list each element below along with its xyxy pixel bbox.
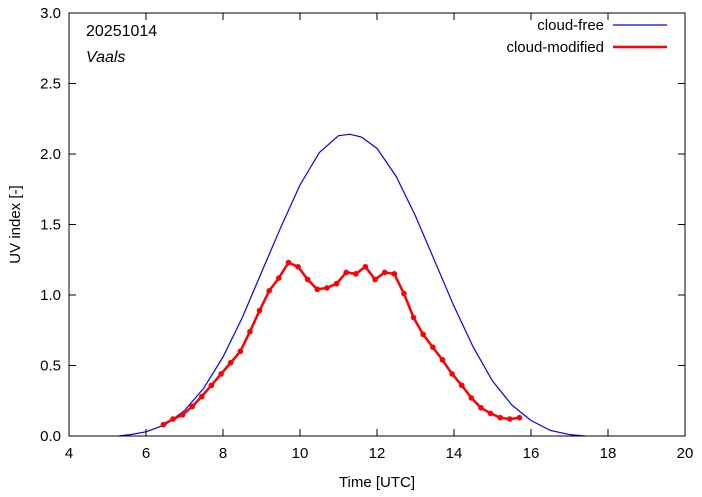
data-point-cloud-modified xyxy=(208,382,215,389)
data-point-cloud-modified xyxy=(439,357,446,363)
y-tick-label: 1.0 xyxy=(40,287,61,304)
x-tick-label: 12 xyxy=(369,445,386,462)
data-point-cloud-modified xyxy=(468,395,475,401)
data-point-cloud-modified xyxy=(295,264,301,270)
x-tick-label: 4 xyxy=(65,445,73,462)
y-tick-label: 0.5 xyxy=(40,358,61,375)
legend: cloud-free cloud-modified xyxy=(506,17,667,56)
data-point-cloud-modified xyxy=(179,412,186,418)
data-point-cloud-modified xyxy=(507,416,513,422)
data-point-cloud-modified xyxy=(497,414,504,421)
data-point-cloud-modified xyxy=(304,276,311,283)
data-point-cloud-modified xyxy=(160,421,167,428)
data-point-cloud-modified xyxy=(170,416,176,422)
x-tick-label: 8 xyxy=(219,445,227,462)
data-point-cloud-modified xyxy=(324,285,330,291)
data-point-cloud-modified xyxy=(256,307,263,314)
data-point-cloud-modified xyxy=(237,348,244,355)
x-axis-title: Time [UTC] xyxy=(339,474,415,491)
data-point-cloud-modified xyxy=(343,269,350,276)
x-tick-label: 20 xyxy=(677,445,694,462)
data-point-cloud-modified xyxy=(391,271,398,277)
data-point-cloud-modified xyxy=(333,280,340,287)
data-point-cloud-modified xyxy=(410,314,417,321)
legend-label-cloud-modified: cloud-modified xyxy=(506,39,604,56)
data-point-cloud-modified xyxy=(362,264,369,270)
x-tick-label: 10 xyxy=(292,445,309,462)
data-point-cloud-modified xyxy=(285,259,292,266)
x-tick-label: 16 xyxy=(523,445,540,462)
data-point-cloud-modified xyxy=(420,331,427,338)
data-point-cloud-modified xyxy=(372,276,378,283)
legend-label-cloud-free: cloud-free xyxy=(537,17,604,34)
y-tick-label: 2.5 xyxy=(40,76,61,93)
data-point-cloud-modified xyxy=(218,371,224,377)
data-point-cloud-modified xyxy=(458,382,465,389)
data-point-cloud-modified xyxy=(430,344,436,350)
series-line-cloud-modified xyxy=(162,261,520,426)
series-line-cloud-free xyxy=(118,133,585,437)
data-point-cloud-modified xyxy=(381,269,388,276)
x-tick-label: 14 xyxy=(446,445,463,462)
data-marks xyxy=(118,133,585,437)
data-point-cloud-modified xyxy=(478,405,484,411)
data-point-cloud-modified xyxy=(487,410,494,417)
plot-frame xyxy=(68,12,686,437)
data-point-cloud-modified xyxy=(266,287,273,294)
data-point-cloud-modified xyxy=(276,275,282,281)
y-tick-label: 3.0 xyxy=(40,5,61,22)
date-annotation: 20251014 xyxy=(86,23,157,40)
data-point-cloud-modified xyxy=(516,414,523,421)
data-point-cloud-modified xyxy=(314,286,321,293)
data-point-cloud-modified xyxy=(401,290,407,297)
data-point-cloud-modified xyxy=(227,359,234,366)
data-point-cloud-modified xyxy=(449,371,455,377)
y-tick-label: 0.0 xyxy=(40,428,61,445)
x-tick-label: 18 xyxy=(600,445,617,462)
y-axis-title: UV index [-] xyxy=(7,185,24,263)
data-point-cloud-modified xyxy=(199,393,205,400)
data-point-cloud-modified xyxy=(189,403,195,410)
location-annotation: Vaals xyxy=(86,49,125,66)
data-point-cloud-modified xyxy=(247,328,253,335)
y-tick-label: 2.0 xyxy=(40,146,61,163)
y-tick-label: 1.5 xyxy=(40,217,61,234)
data-point-cloud-modified xyxy=(353,271,359,277)
x-tick-label: 6 xyxy=(142,445,150,462)
axis-ticks: 4 6 8 10 12 14 16 18 20 0.0 0.5 1.0 1.5 2.0 2.5 3.0 xyxy=(40,5,693,462)
